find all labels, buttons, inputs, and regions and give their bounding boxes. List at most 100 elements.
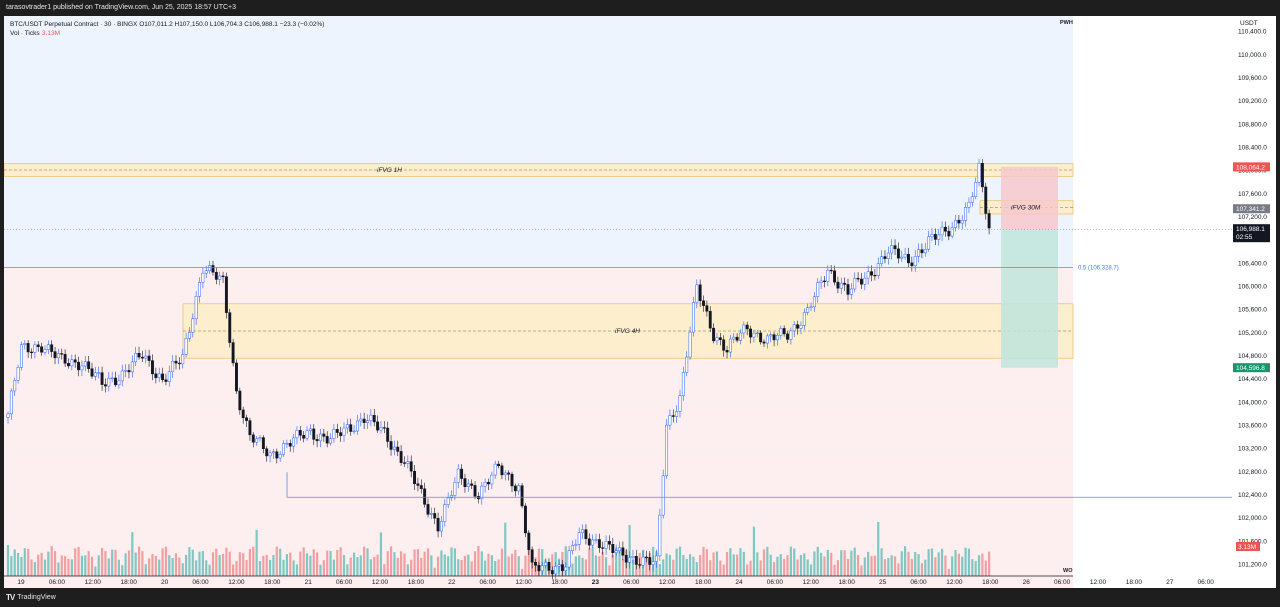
candle[interactable] — [231, 342, 235, 364]
candle[interactable] — [265, 448, 269, 457]
candle[interactable] — [967, 201, 971, 208]
candle[interactable] — [19, 344, 23, 368]
candle[interactable] — [802, 312, 806, 326]
candle[interactable] — [228, 312, 232, 343]
chart-area[interactable]: BTC/USDT Perpetual Contract · 30 · BINGX… — [3, 13, 1276, 588]
candle[interactable] — [214, 271, 218, 280]
candle[interactable] — [140, 356, 144, 359]
candle[interactable] — [950, 227, 954, 237]
candle[interactable] — [403, 462, 406, 464]
candle[interactable] — [880, 256, 884, 264]
candle[interactable] — [722, 339, 726, 351]
candle[interactable] — [201, 272, 205, 283]
candle[interactable] — [151, 360, 154, 375]
candle[interactable] — [712, 327, 716, 342]
candle[interactable] — [917, 249, 921, 257]
candle[interactable] — [345, 424, 349, 429]
candle[interactable] — [732, 336, 736, 340]
candle[interactable] — [685, 356, 689, 373]
candle[interactable] — [93, 372, 97, 377]
candle[interactable] — [527, 532, 531, 550]
candle[interactable] — [584, 529, 588, 540]
candle[interactable] — [755, 332, 759, 334]
candle[interactable] — [9, 390, 13, 415]
candle[interactable] — [557, 564, 561, 567]
candle[interactable] — [812, 296, 816, 308]
candle[interactable] — [399, 451, 403, 463]
candle[interactable] — [161, 373, 165, 380]
candle[interactable] — [591, 539, 595, 546]
candle[interactable] — [261, 437, 265, 449]
candle[interactable] — [436, 517, 440, 532]
candle[interactable] — [103, 384, 107, 387]
candle[interactable] — [466, 483, 470, 487]
candle[interactable] — [789, 330, 793, 340]
candle[interactable] — [50, 344, 54, 352]
candle[interactable] — [325, 436, 329, 444]
candle[interactable] — [16, 367, 20, 381]
candle[interactable] — [594, 539, 598, 541]
candle[interactable] — [198, 282, 201, 297]
candle[interactable] — [191, 318, 195, 333]
candle[interactable] — [322, 433, 326, 437]
candle[interactable] — [305, 430, 309, 439]
candle[interactable] — [67, 363, 70, 367]
candle[interactable] — [920, 249, 924, 254]
candle[interactable] — [177, 362, 181, 365]
candle[interactable] — [90, 368, 94, 377]
candle[interactable] — [40, 346, 44, 353]
candle[interactable] — [369, 414, 373, 421]
candle[interactable] — [651, 561, 655, 565]
candle[interactable] — [107, 377, 111, 387]
candle[interactable] — [204, 270, 208, 274]
candle[interactable] — [487, 482, 490, 485]
candle[interactable] — [574, 544, 578, 546]
candle[interactable] — [799, 325, 803, 329]
candle[interactable] — [503, 472, 507, 476]
candle[interactable] — [523, 505, 527, 534]
candle[interactable] — [423, 488, 427, 505]
candle[interactable] — [765, 335, 769, 344]
candle[interactable] — [782, 328, 786, 335]
candle[interactable] — [581, 529, 585, 533]
candle[interactable] — [618, 547, 621, 552]
candle[interactable] — [164, 379, 168, 382]
candle[interactable] — [614, 550, 618, 553]
candle[interactable] — [282, 443, 285, 455]
candle[interactable] — [849, 288, 853, 295]
candle[interactable] — [315, 439, 319, 442]
candle[interactable] — [507, 472, 511, 475]
candle[interactable] — [853, 277, 857, 290]
candle[interactable] — [389, 441, 393, 450]
candle[interactable] — [295, 430, 299, 439]
candle[interactable] — [60, 353, 64, 355]
candle[interactable] — [46, 344, 50, 350]
candle[interactable] — [708, 310, 712, 329]
candle[interactable] — [319, 433, 322, 442]
candle[interactable] — [980, 163, 984, 188]
candle[interactable] — [702, 300, 705, 306]
candle[interactable] — [974, 181, 978, 197]
candle[interactable] — [278, 453, 282, 459]
candle[interactable] — [453, 482, 457, 496]
candle[interactable] — [554, 565, 558, 575]
candle[interactable] — [493, 463, 497, 476]
candle[interactable] — [715, 337, 719, 342]
candle[interactable] — [194, 295, 198, 319]
candle[interactable] — [779, 328, 783, 336]
candle[interactable] — [665, 424, 669, 477]
candle[interactable] — [957, 219, 961, 224]
candle[interactable] — [187, 332, 191, 339]
candle[interactable] — [859, 278, 863, 285]
candle[interactable] — [698, 284, 702, 302]
candle[interactable] — [218, 275, 222, 280]
candle[interactable] — [429, 513, 433, 515]
candle[interactable] — [224, 276, 228, 313]
candle[interactable] — [728, 338, 732, 353]
candle[interactable] — [607, 541, 611, 545]
candle[interactable] — [752, 332, 756, 338]
candle[interactable] — [658, 514, 662, 557]
candle[interactable] — [816, 282, 820, 297]
candle[interactable] — [460, 468, 464, 479]
candle[interactable] — [275, 451, 279, 459]
